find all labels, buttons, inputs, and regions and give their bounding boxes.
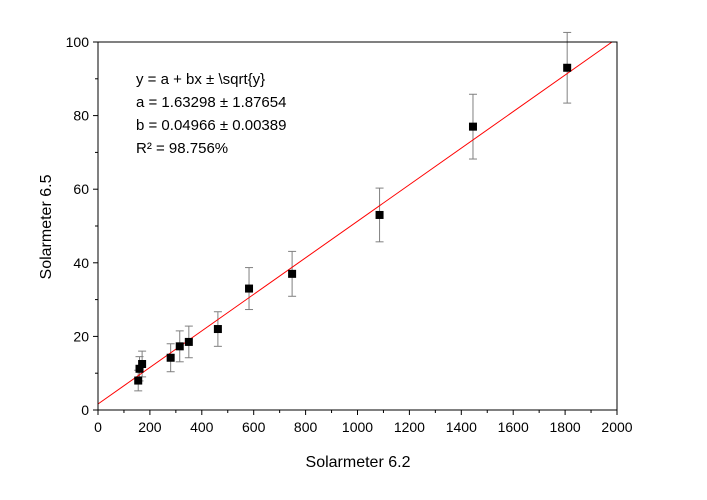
y-tick-label: 100 — [66, 34, 90, 50]
y-tick-label: 0 — [81, 402, 89, 418]
y-tick-label: 20 — [73, 328, 89, 344]
x-tick-label: 1400 — [446, 419, 477, 435]
x-axis-title: Solarmeter 6.2 — [306, 454, 411, 471]
data-point — [288, 269, 297, 278]
data-point — [375, 210, 384, 219]
fit-equation: y = a + bx ± \sqrt{y} — [136, 71, 265, 88]
data-point — [138, 360, 147, 368]
x-tick-label: 600 — [242, 419, 266, 435]
x-tick-label: 1800 — [550, 419, 581, 435]
y-tick-label: 60 — [73, 181, 89, 197]
data-point — [134, 376, 143, 385]
y-tick-label: 40 — [73, 255, 89, 271]
data-point — [213, 325, 222, 334]
data-point — [175, 342, 184, 351]
x-tick-label: 0 — [94, 419, 102, 435]
fit-intercept: a = 1.63298 ± 1.87654 — [136, 94, 286, 111]
y-axis-title: Solarmeter 6.5 — [38, 174, 55, 279]
x-tick-label: 1000 — [342, 419, 373, 435]
data-point — [135, 364, 144, 373]
y-axis: 0 20 40 60 80 100 — [66, 34, 98, 418]
y-tick-label: 80 — [73, 108, 89, 124]
x-tick-label: 2000 — [601, 419, 632, 435]
x-axis: 0 200 400 600 800 1000 1200 1400 1600 1800 2000 — [94, 410, 633, 435]
points-layer — [134, 63, 572, 385]
data-point — [468, 122, 477, 131]
fit-annotation: y = a + bx ± \sqrt{y} a = 1.63298 ± 1.87… — [136, 71, 286, 157]
data-point — [166, 353, 175, 362]
fit-slope: b = 0.04966 ± 0.00389 — [136, 117, 286, 134]
x-tick-label: 800 — [294, 419, 318, 435]
x-tick-label: 400 — [190, 419, 214, 435]
x-tick-label: 1600 — [498, 419, 529, 435]
data-point — [245, 284, 254, 293]
fit-r-squared: R² = 98.756% — [136, 140, 228, 157]
x-tick-label: 200 — [138, 419, 162, 435]
x-tick-label: 1200 — [394, 419, 425, 435]
data-point — [184, 337, 193, 346]
data-point — [563, 63, 572, 72]
